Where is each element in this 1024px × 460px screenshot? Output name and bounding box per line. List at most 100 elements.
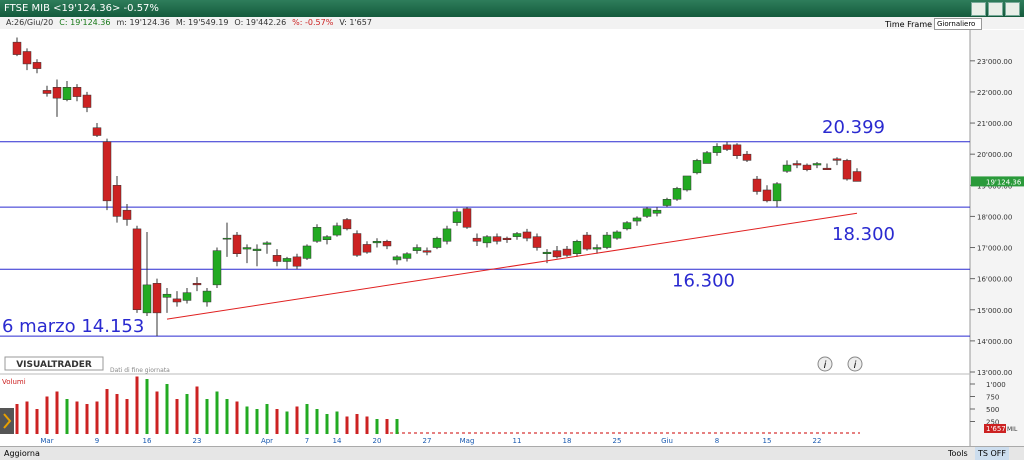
x-tick-label: 22 <box>813 437 822 445</box>
candle-body <box>242 247 252 250</box>
candle-body <box>162 293 172 298</box>
candle-body <box>812 163 822 166</box>
close[interactable] <box>1005 2 1020 16</box>
logo-box <box>4 356 104 371</box>
trendline <box>166 212 858 320</box>
candle-body <box>252 248 262 251</box>
candle-body <box>682 175 692 191</box>
x-tick-label: Mar <box>40 437 53 445</box>
x-tick-label: 11 <box>513 437 522 445</box>
candle-body <box>532 236 542 248</box>
info-field: A:26/Giu/20 <box>6 18 54 27</box>
volume-bar <box>265 404 269 434</box>
info-icon[interactable] <box>847 356 863 372</box>
candle-body <box>212 250 222 286</box>
volume-tick-label: 250 <box>986 419 999 427</box>
volume-title: Volumi <box>2 378 26 386</box>
candle-body <box>842 160 852 180</box>
volume-bar <box>45 396 49 434</box>
candle-body <box>792 163 802 166</box>
candle-body <box>822 167 832 170</box>
candle-body <box>602 234 612 248</box>
candle-body <box>452 211 462 223</box>
info-icon[interactable] <box>817 356 833 372</box>
scroll-button[interactable] <box>0 408 14 434</box>
volume-bar <box>215 391 219 434</box>
title-bar: FTSE MIB <19'124.36> -0.57% <box>0 0 1024 17</box>
x-tick-label: 15 <box>763 437 772 445</box>
x-tick-label: 23 <box>193 437 202 445</box>
candle-body <box>642 208 652 217</box>
x-tick-label: 18 <box>563 437 572 445</box>
volume-bar <box>155 391 159 434</box>
last-price-label: 19'124.36 <box>986 178 1022 186</box>
candle-body <box>772 183 782 202</box>
volume-bar <box>135 376 139 434</box>
x-tick-label: Apr <box>261 437 273 445</box>
candle-body <box>712 146 722 153</box>
info-field: m: 19'124.36 <box>116 18 170 27</box>
info-field: O: 19'442.26 <box>234 18 287 27</box>
minimize[interactable] <box>971 2 986 16</box>
x-tick-label: 16 <box>143 437 152 445</box>
candle-body <box>392 256 402 261</box>
candle-body <box>152 283 162 314</box>
volume-tick-label: 1'000 <box>986 381 1006 389</box>
candle-body <box>662 199 672 206</box>
volume-bar <box>195 386 199 434</box>
candle-body <box>52 87 62 99</box>
candle-body <box>222 237 232 240</box>
candle-body <box>302 245 312 259</box>
candle-body <box>122 209 132 220</box>
candle-body <box>32 62 42 69</box>
volume-bar <box>175 399 179 434</box>
candle-body <box>702 152 712 164</box>
candle-body <box>692 160 702 174</box>
scroll-arrow <box>3 413 12 429</box>
candle-body <box>562 248 572 256</box>
candle-body <box>292 256 302 267</box>
volume-bar <box>285 411 289 434</box>
logo-sub: Dati di fine giornata <box>110 367 170 374</box>
candle-body <box>22 51 32 65</box>
ts-button[interactable]: TS OFF <box>975 447 1010 460</box>
volume-bar <box>325 414 329 434</box>
volume-bar <box>95 401 99 434</box>
tools-button[interactable]: Tools <box>948 449 968 458</box>
time-frame-select[interactable]: Giornaliero <box>934 18 982 30</box>
candle-body <box>272 255 282 262</box>
maximize[interactable] <box>988 2 1003 16</box>
x-tick-label: 25 <box>613 437 622 445</box>
candle-body <box>802 164 812 170</box>
info-field: C: 19'124.36 <box>59 18 111 27</box>
candle-body <box>762 189 772 202</box>
info-icon-glyph: i <box>824 360 827 371</box>
candle-body <box>42 90 52 94</box>
info-icon-glyph: i <box>854 360 857 371</box>
candle-body <box>482 236 492 244</box>
volume-bar <box>25 401 29 434</box>
volume-bar <box>15 404 19 434</box>
volume-bar <box>185 394 189 434</box>
chart: VISUALTRADER Dati di fine giornata i i 1… <box>0 30 1024 446</box>
x-tick-label: 9 <box>95 437 99 445</box>
volume-bar <box>295 406 299 434</box>
candle-body <box>382 241 392 247</box>
volume-bar <box>105 389 109 434</box>
candle-body <box>402 253 412 259</box>
candle-body <box>462 208 472 228</box>
last-price-box <box>971 176 1024 187</box>
level-label: 6 marzo 14.153 <box>2 316 144 337</box>
candle-body <box>852 171 862 182</box>
volume-unit: MIL <box>1007 426 1018 433</box>
bottom-bar: Aggiorna Tools TS OFF <box>0 446 1024 460</box>
refresh-button[interactable]: Aggiorna <box>4 449 40 458</box>
volume-bar <box>335 411 339 434</box>
candle-body <box>422 250 432 253</box>
candle-body <box>352 233 362 256</box>
axis-bg <box>970 30 1024 446</box>
candle-body <box>542 251 552 255</box>
volume-bar <box>145 379 149 434</box>
candle-body <box>62 87 72 100</box>
